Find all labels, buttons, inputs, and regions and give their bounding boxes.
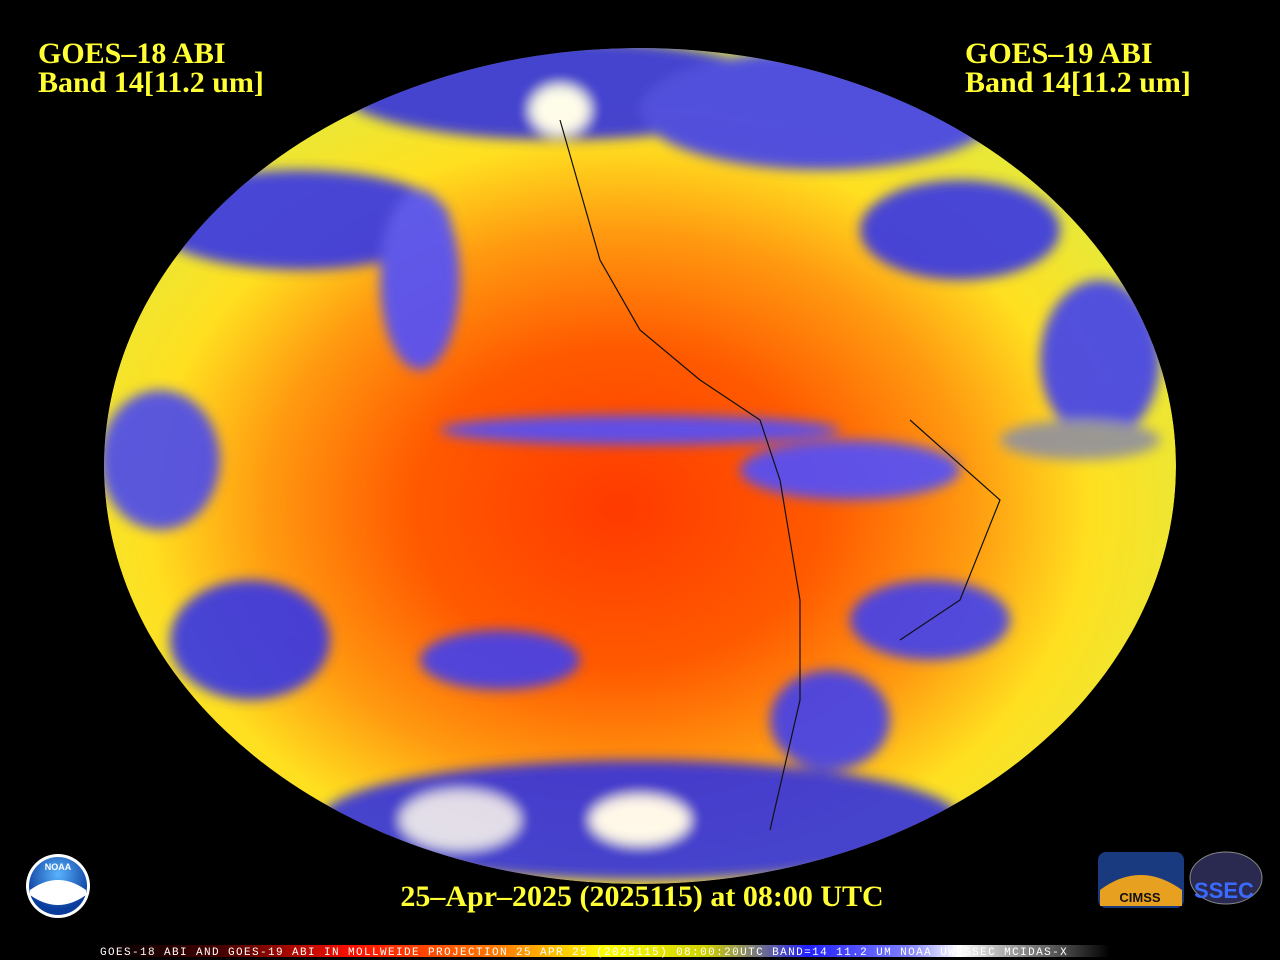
left-band: Band 14[11.2 um] (38, 66, 264, 99)
ssec-logo: SSEC (1189, 851, 1263, 905)
footer: GOES-18 ABI AND GOES-19 ABI IN MOLLWEIDE… (100, 947, 1068, 959)
left-title: GOES–18 ABI (38, 37, 226, 70)
noaa-label: NOAA (45, 862, 72, 872)
ssec-label: SSEC (1194, 878, 1254, 903)
cimss-label: CIMSS (1119, 890, 1161, 905)
right-band: Band 14[11.2 um] (965, 66, 1191, 99)
cimss-logo: CIMSS (1098, 852, 1184, 908)
timestamp: 25–Apr–2025 (2025115) at 08:00 UTC (400, 880, 883, 913)
color-scale (100, 945, 1110, 957)
coastline (559, 119, 1001, 831)
right-title: GOES–19 ABI (965, 37, 1153, 70)
noaa-logo: NOAA (26, 854, 90, 918)
